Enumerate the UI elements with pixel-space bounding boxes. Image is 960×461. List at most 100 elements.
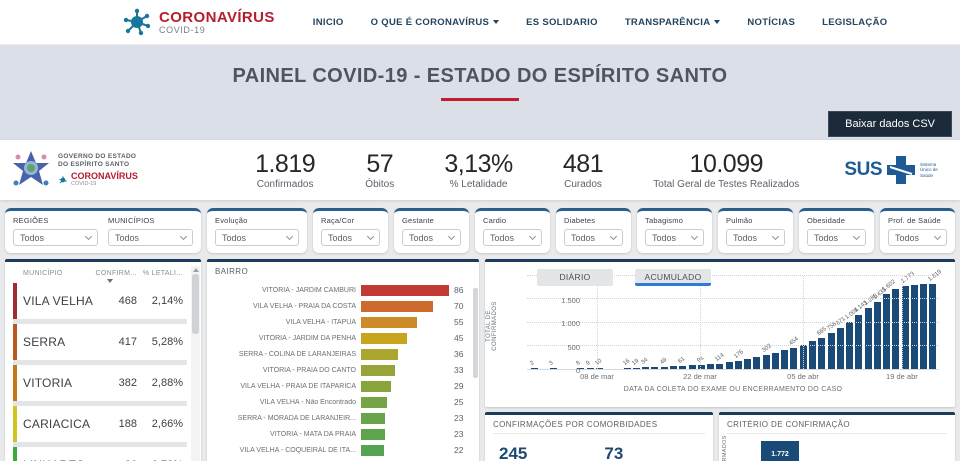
- table-row[interactable]: SERRA 417 5,28%: [13, 324, 197, 360]
- metric-label: Confirmados: [256, 178, 314, 190]
- filter-select[interactable]: Todos: [888, 229, 947, 246]
- bairro-row: SERRA - MORADA DE LARANJEIR... 23: [215, 410, 473, 426]
- acumulado-bar[interactable]: [762, 354, 770, 369]
- bairro-value: 25: [454, 397, 464, 407]
- col-confirmados[interactable]: CONFIRM...: [95, 270, 137, 283]
- bairro-label: VILA VELHA - PRAIA DE ITAPARICA: [240, 382, 356, 390]
- filter-select[interactable]: Todos: [726, 229, 785, 246]
- scroll-up-icon[interactable]: [192, 268, 199, 272]
- bairro-bar[interactable]: [361, 412, 385, 424]
- toggle-acumulado[interactable]: ACUMULADO: [635, 269, 711, 286]
- cell-letalidade: 2,88%: [151, 377, 183, 389]
- bairro-bar[interactable]: [361, 348, 398, 360]
- acumulado-bar[interactable]: [790, 347, 798, 369]
- acumulado-bar[interactable]: [651, 367, 659, 369]
- acumulado-bar[interactable]: [827, 333, 835, 369]
- bairro-bar[interactable]: [361, 444, 384, 456]
- download-csv-button[interactable]: Baixar dados CSV: [828, 111, 952, 137]
- nav-item-legisla-o[interactable]: LEGISLAÇÃO: [822, 16, 888, 28]
- bairro-bar[interactable]: [361, 364, 395, 376]
- col-letalidade[interactable]: % LETALI...: [142, 270, 183, 277]
- acumulado-bar[interactable]: [707, 364, 715, 369]
- scroll-thumb[interactable]: [192, 274, 199, 334]
- filter-prof-de-sa-de: Prof. de Saúde Todos: [888, 215, 947, 246]
- filter-select[interactable]: Todos: [321, 229, 380, 246]
- acumulado-bar[interactable]: [679, 366, 687, 369]
- nav-item-o-que-coronav-rus[interactable]: O QUE É CORONAVÍRUS: [371, 17, 500, 28]
- acumulado-bar[interactable]: [744, 358, 752, 369]
- table-row[interactable]: LINHARES362,78%: [13, 447, 197, 461]
- filter-select[interactable]: Todos: [645, 229, 704, 246]
- nav-item-es-solidario[interactable]: ES SOLIDARIO: [526, 16, 598, 28]
- filter-select[interactable]: Todos: [564, 229, 623, 246]
- nav-item-inicio[interactable]: INICIO: [312, 16, 344, 28]
- filter-select[interactable]: Todos: [108, 229, 193, 246]
- bairro-bar[interactable]: [361, 300, 433, 312]
- bairro-bar[interactable]: [361, 316, 418, 328]
- bottom-row: CONFIRMAÇÕES POR COMORBIDADES 245Cardio 7…: [485, 412, 955, 461]
- metric-confirmados: 1.819 Confirmados: [255, 149, 316, 190]
- acumulado-bar[interactable]: [818, 337, 826, 369]
- acumulado-bar[interactable]: [920, 283, 928, 369]
- table-row[interactable]: VILA VELHA 468 2,14%: [13, 283, 197, 319]
- bairro-bar[interactable]: [361, 428, 385, 440]
- acumulado-bar[interactable]: [781, 350, 789, 369]
- acumulado-bar[interactable]: [577, 368, 585, 369]
- acumulado-bar[interactable]: [549, 368, 557, 369]
- bar-value-label: 2: [529, 360, 536, 367]
- acumulado-bar[interactable]: [808, 341, 816, 369]
- toggle-diario[interactable]: DIÁRIO: [537, 269, 613, 286]
- filter-select[interactable]: Todos: [402, 229, 461, 246]
- bairro-bar[interactable]: [361, 380, 391, 392]
- chevron-down-icon: [493, 20, 500, 24]
- filter-select[interactable]: Todos: [483, 229, 542, 246]
- bairro-bar[interactable]: [361, 284, 449, 296]
- acumulado-bar[interactable]: [586, 368, 594, 369]
- acumulado-bar[interactable]: [883, 293, 891, 369]
- acumulado-bar[interactable]: [697, 364, 705, 369]
- cell-letalidade: 2,14%: [151, 295, 183, 307]
- acumulado-bar[interactable]: [836, 328, 844, 369]
- bar-slot: [651, 367, 659, 369]
- bairro-bar[interactable]: [361, 396, 387, 408]
- table-row[interactable]: VITORIA 382 2,88%: [13, 365, 197, 401]
- filter-select[interactable]: Todos: [215, 229, 299, 246]
- acumulado-bar[interactable]: [623, 368, 631, 369]
- acumulado-bar[interactable]: [725, 362, 733, 369]
- bairro-bar[interactable]: [361, 332, 408, 344]
- acumulado-bar[interactable]: [864, 308, 872, 369]
- cell-letalidade: 2,66%: [151, 418, 183, 430]
- nav-item-transpar-ncia[interactable]: TRANSPARÊNCIA: [625, 17, 721, 28]
- filter-select[interactable]: Todos: [807, 229, 866, 246]
- acumulado-bar[interactable]: [929, 283, 937, 369]
- acumulado-bar[interactable]: [910, 284, 918, 369]
- acumulado-bar[interactable]: [595, 368, 603, 369]
- acumulado-bar[interactable]: [688, 365, 696, 369]
- acumulado-bar[interactable]: [531, 368, 538, 369]
- sus-logo: SUS Sistema Único de Saúde: [844, 155, 946, 185]
- bar-slot: 49: [659, 357, 668, 369]
- table-scrollbar[interactable]: [191, 266, 200, 461]
- acumulado-bar[interactable]: [771, 352, 779, 369]
- acumulado-bar[interactable]: [753, 356, 761, 369]
- col-municipio[interactable]: MUNICÍPIO: [23, 270, 63, 277]
- comorbidades-items: 245Cardio 73Pulmão: [493, 440, 705, 461]
- acumulado-bar[interactable]: [855, 315, 863, 369]
- filter-ra-a-cor: Raça/Cor Todos: [321, 215, 380, 246]
- acumulado-bar[interactable]: [734, 360, 742, 369]
- metric-value: 1.819: [255, 149, 316, 178]
- criterio-bar[interactable]: 1.772: [761, 441, 799, 461]
- acumulado-bar[interactable]: [716, 363, 724, 369]
- acumulado-bar[interactable]: [873, 301, 881, 369]
- acumulado-bar[interactable]: [632, 368, 640, 369]
- acumulado-bar[interactable]: [642, 367, 650, 369]
- acumulado-bar[interactable]: [660, 366, 668, 369]
- brand-logo[interactable]: CORONAVÍRUS COVID-19: [122, 7, 275, 37]
- bairro-scrollbar[interactable]: [473, 288, 478, 378]
- acumulado-bar[interactable]: [669, 366, 677, 369]
- acumulado-bar[interactable]: [901, 285, 909, 369]
- filter-select[interactable]: Todos: [13, 229, 98, 246]
- acumulado-bar[interactable]: [892, 289, 900, 369]
- table-row[interactable]: CARIACICA 188 2,66%: [13, 406, 197, 442]
- nav-item-not-cias[interactable]: NOTÍCIAS: [747, 16, 796, 28]
